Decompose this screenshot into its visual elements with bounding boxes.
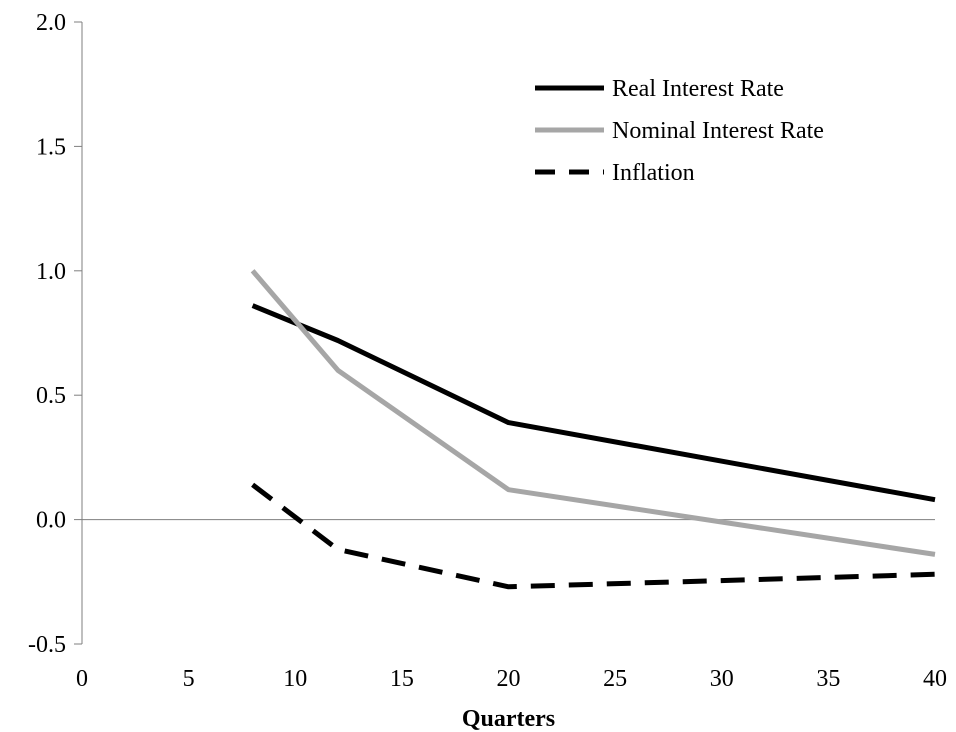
x-tick-label: 40	[923, 666, 947, 692]
legend-label-3: Inflation	[612, 160, 695, 186]
x-tick-label: 25	[603, 666, 627, 692]
legend: Real Interest Rate Nominal Interest Rate I…	[535, 76, 824, 186]
series-line-1	[251, 303, 936, 503]
y-tick-label: 1.5	[36, 134, 66, 160]
series-line-3	[251, 482, 936, 590]
y-tick-label: 0.0	[36, 508, 66, 534]
x-axis-title: Quarters	[462, 706, 555, 732]
series-layer	[250, 269, 936, 590]
y-tick-label: 2.0	[36, 10, 66, 36]
legend-label-2: Nominal Interest Rate	[612, 118, 824, 144]
x-tick-label: 35	[816, 666, 840, 692]
y-tick-label: 1.0	[36, 259, 66, 285]
series-line-2	[250, 269, 936, 557]
x-tick-label: 0	[76, 666, 88, 692]
y-tick-label: 0.5	[36, 383, 66, 409]
axes: -0.5 0.0 0.5 1.0 1.5 2.0 0 5 10 15 20 25 30 35 40	[28, 10, 947, 692]
x-tick-label: 30	[710, 666, 734, 692]
x-tick-label: 10	[283, 666, 307, 692]
legend-label-1: Real Interest Rate	[612, 76, 784, 102]
y-tick-label: -0.5	[28, 632, 66, 658]
x-tick-label: 5	[183, 666, 195, 692]
x-tick-label: 20	[497, 666, 521, 692]
x-tick-label: 15	[390, 666, 414, 692]
